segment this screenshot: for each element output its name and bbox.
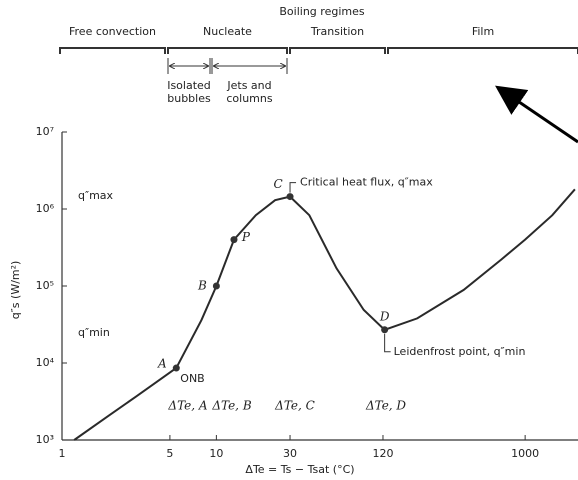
note-leader [384,333,391,353]
x-tick-label: 30 [283,447,297,460]
curve-point [212,282,220,290]
subregime-label: Isolated [167,79,211,92]
y-tick-label: 10⁶ [36,202,55,215]
regime-label: Transition [310,25,364,38]
delta-label: ΔTe, B [211,399,251,413]
curve-point [172,364,180,372]
regimes-title: Boiling regimes [279,5,364,18]
curve-point [381,326,389,334]
regime-bracket [59,47,166,54]
side-label: q″min [78,326,110,339]
y-tick-label: 10⁴ [36,356,55,369]
y-tick-label: 10³ [36,433,54,446]
y-axis-label: q″s (W/m²) [9,261,22,320]
point-label: B [197,279,207,293]
y-tick-label: 10⁵ [36,279,54,292]
regime-label: Film [472,25,494,38]
curve-point [230,236,238,244]
delta-label: ΔTe, A [167,399,207,413]
side-label: q″max [78,189,114,202]
point-note: ONB [180,372,204,385]
x-axis-label: ΔTe = Ts − Tsat (°C) [245,463,354,476]
point-label: A [157,357,167,371]
pointer-arrow [495,85,578,144]
point-note: Leidenfrost point, q″min [394,345,526,358]
x-tick-label: 1 [59,447,66,460]
regime-bracket [167,47,288,54]
subregime-label: Jets and [226,79,271,92]
x-tick-label: 120 [372,447,393,460]
y-tick-label: 10⁷ [36,125,54,138]
subregime-label: columns [226,92,272,105]
point-note: Critical heat flux, q″max [300,176,433,189]
boiling-curve [73,188,576,441]
subregime-label: bubbles [167,92,211,105]
note-leader [289,182,297,193]
curve-point [286,193,294,201]
point-label: C [273,177,282,191]
x-tick-label: 1000 [511,447,539,460]
delta-label: ΔTe, C [274,399,315,413]
regime-label: Nucleate [203,25,252,38]
regime-bracket [387,47,578,54]
point-label: D [379,309,390,323]
x-tick-label: 5 [166,447,173,460]
regime-label: Free convection [69,25,156,38]
point-label: P [241,230,251,244]
regime-bracket [289,47,386,54]
delta-label: ΔTe, D [365,399,406,413]
x-tick-label: 10 [209,447,223,460]
